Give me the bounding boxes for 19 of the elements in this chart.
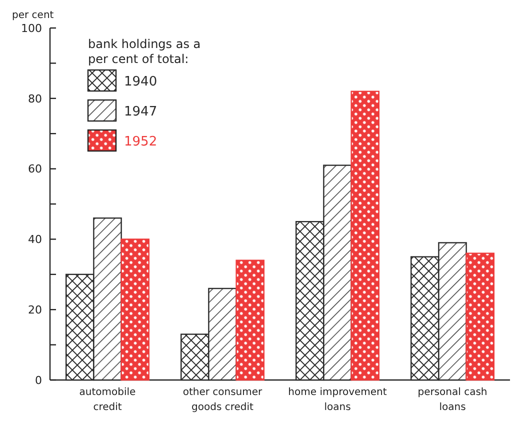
- bar: [120, 238, 150, 381]
- y-tick-label: 40: [28, 233, 42, 246]
- y-tick-label: 100: [21, 22, 42, 35]
- x-tick-label: automobile credit: [79, 387, 136, 413]
- y-tick-label: 0: [35, 374, 42, 387]
- legend-label: 1952: [124, 134, 158, 150]
- x-tick-label: home improvement loans: [288, 387, 387, 413]
- y-tick-label: 20: [28, 303, 42, 316]
- y-axis-title: per cent: [12, 10, 54, 21]
- bar: [350, 90, 380, 381]
- x-tick-label: personal cash loans: [418, 387, 488, 413]
- bar: [466, 252, 494, 381]
- y-tick-label: 80: [28, 92, 42, 106]
- legend-label: 1940: [124, 74, 158, 90]
- legend-label: 1947: [124, 104, 158, 120]
- bar: [236, 260, 264, 381]
- y-tick-label: 60: [28, 162, 42, 176]
- x-tick-label: other consumer goods credit: [182, 387, 264, 413]
- legend-title: bank holdings as a per cent of total:: [88, 37, 201, 66]
